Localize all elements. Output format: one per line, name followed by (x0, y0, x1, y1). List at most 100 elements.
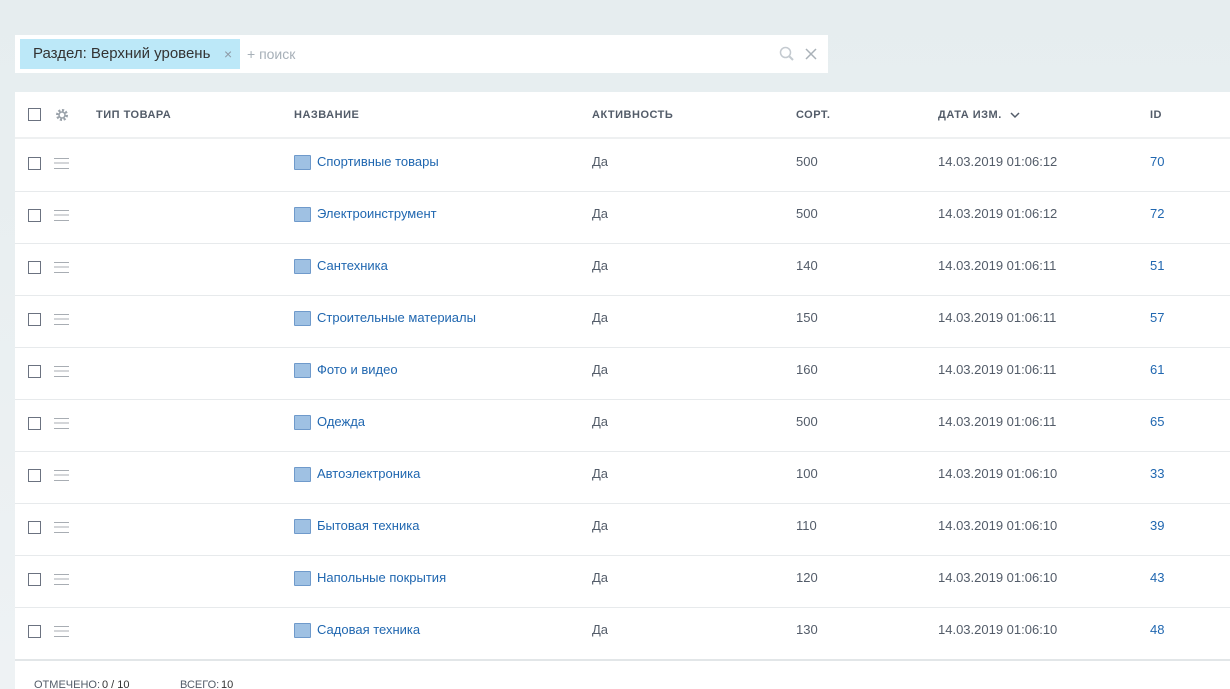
row-active: Да (592, 362, 609, 377)
row-checkbox[interactable] (28, 625, 41, 638)
row-id[interactable]: 61 (1150, 362, 1165, 377)
row-checkbox[interactable] (28, 469, 41, 482)
row-name-link[interactable]: Спортивные товары (317, 154, 439, 169)
row-divider (15, 347, 1230, 348)
folder-icon (294, 311, 311, 326)
row-date: 14.03.2019 01:06:11 (938, 310, 1057, 325)
row-sort: 160 (796, 362, 818, 377)
folder-icon (294, 571, 311, 586)
row-active: Да (592, 518, 609, 533)
column-header[interactable]: НАЗВАНИЕ (294, 109, 360, 121)
row-active: Да (592, 414, 609, 429)
folder-icon (294, 623, 311, 638)
folder-icon (294, 259, 311, 274)
row-name-link[interactable]: Бытовая техника (317, 518, 420, 533)
data-grid: ТИП ТОВАРА НАЗВАНИЕ АКТИВНОСТЬ СОРТ. ДАТА ИЗ… (15, 92, 1230, 689)
row-divider (15, 399, 1230, 400)
total-value: 10 (221, 679, 234, 689)
row-sort: 110 (796, 518, 817, 533)
row-sort: 500 (796, 414, 818, 429)
row-date: 14.03.2019 01:06:11 (938, 362, 1057, 377)
row-name-link[interactable]: Строительные материалы (317, 310, 476, 325)
row-name-link[interactable]: Электроинструмент (317, 206, 437, 221)
column-header[interactable]: ТИП ТОВАРА (96, 109, 172, 121)
drag-handle[interactable] (54, 574, 69, 585)
row-name-link[interactable]: Фото и видео (317, 362, 398, 377)
select-all-checkbox[interactable] (28, 108, 41, 121)
drag-handle[interactable] (54, 418, 69, 429)
drag-handle[interactable] (54, 262, 69, 273)
row-checkbox[interactable] (28, 417, 41, 430)
row-checkbox[interactable] (28, 573, 41, 586)
row-id[interactable]: 65 (1150, 414, 1165, 429)
folder-icon (294, 415, 311, 430)
row-checkbox[interactable] (28, 157, 41, 170)
row-checkbox[interactable] (28, 261, 41, 274)
filter-tag[interactable]: Раздел: Верхний уровень × (20, 39, 240, 69)
drag-handle[interactable] (54, 158, 69, 169)
row-checkbox[interactable] (28, 209, 41, 222)
row-name-link[interactable]: Напольные покрытия (317, 570, 447, 585)
folder-icon (294, 519, 311, 534)
row-divider (15, 191, 1230, 192)
row-id[interactable]: 43 (1150, 570, 1165, 585)
row-active: Да (592, 206, 609, 221)
row-date: 14.03.2019 01:06:11 (938, 414, 1057, 429)
row-active: Да (592, 258, 609, 273)
clear-icon[interactable] (804, 47, 818, 61)
row-sort: 120 (796, 570, 818, 585)
drag-handle[interactable] (54, 470, 69, 481)
row-id[interactable]: 33 (1150, 466, 1165, 481)
row-date: 14.03.2019 01:06:10 (938, 466, 1058, 481)
row-id[interactable]: 48 (1150, 622, 1165, 637)
row-date: 14.03.2019 01:06:10 (938, 622, 1058, 637)
row-name-link[interactable]: Одежда (317, 414, 366, 429)
column-header[interactable]: ДАТА ИЗМ. (938, 109, 1020, 121)
row-active: Да (592, 310, 609, 325)
total-label: ВСЕГО: (180, 679, 220, 689)
row-divider (15, 555, 1230, 556)
row-sort: 100 (796, 466, 818, 481)
row-id[interactable]: 57 (1150, 310, 1165, 325)
row-id[interactable]: 72 (1150, 206, 1165, 221)
row-name-link[interactable]: Садовая техника (317, 622, 421, 637)
row-name-link[interactable]: Сантехника (317, 258, 388, 273)
drag-handle[interactable] (54, 626, 69, 637)
search-input[interactable]: + поиск (247, 46, 296, 62)
filter-tag-text: Раздел: Верхний уровень (33, 45, 211, 62)
folder-icon (294, 155, 311, 170)
row-sort: 130 (796, 622, 818, 637)
row-active: Да (592, 154, 609, 169)
row-date: 14.03.2019 01:06:10 (938, 570, 1058, 585)
folder-icon (294, 467, 311, 482)
row-active: Да (592, 466, 609, 481)
column-header[interactable]: АКТИВНОСТЬ (592, 109, 674, 121)
row-id[interactable]: 70 (1150, 154, 1165, 169)
search-icon[interactable] (779, 46, 795, 62)
row-divider (15, 503, 1230, 504)
row-sort: 500 (796, 154, 818, 169)
row-date: 14.03.2019 01:06:12 (938, 206, 1058, 221)
row-active: Да (592, 570, 609, 585)
row-checkbox[interactable] (28, 313, 41, 326)
row-checkbox[interactable] (28, 521, 41, 534)
row-date: 14.03.2019 01:06:11 (938, 258, 1057, 273)
row-checkbox[interactable] (28, 365, 41, 378)
column-header[interactable]: ID (1150, 109, 1162, 121)
settings-icon[interactable] (55, 108, 69, 122)
row-id[interactable]: 39 (1150, 518, 1165, 533)
folder-icon (294, 363, 311, 378)
tag-remove[interactable]: × (224, 46, 233, 62)
row-name-link[interactable]: Автоэлектроника (317, 466, 421, 481)
row-divider (15, 295, 1230, 296)
drag-handle[interactable] (54, 314, 69, 325)
selected-value: 0 / 10 (102, 679, 130, 689)
row-divider (15, 607, 1230, 608)
column-header[interactable]: СОРТ. (796, 109, 831, 121)
row-sort: 150 (796, 310, 818, 325)
drag-handle[interactable] (54, 366, 69, 377)
drag-handle[interactable] (54, 210, 69, 221)
row-id[interactable]: 51 (1150, 258, 1165, 273)
drag-handle[interactable] (54, 522, 69, 533)
